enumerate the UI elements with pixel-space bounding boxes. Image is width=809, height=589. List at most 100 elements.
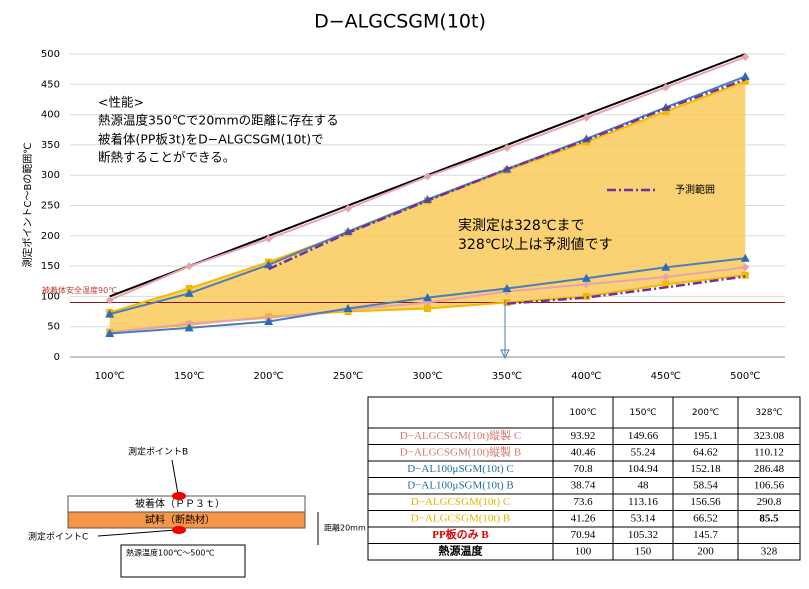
marker	[582, 113, 591, 122]
marker	[661, 273, 670, 282]
leader	[171, 459, 179, 495]
table-cell: 58.54	[693, 479, 718, 491]
table-cell: 104.94	[628, 463, 659, 475]
table-cell: 195.1	[693, 430, 718, 442]
marker	[184, 288, 194, 297]
marker	[661, 83, 670, 92]
point-b-label: 測定ポイントB	[128, 446, 188, 458]
annotation: 328℃以上は予測値です	[458, 237, 612, 253]
table-cell: 286.48	[754, 463, 785, 475]
table-cell: 113.16	[628, 496, 658, 508]
annotation: 被着体(PP板3t)をD−ALGCSGM(10t)で	[98, 132, 324, 147]
marker	[185, 284, 193, 292]
marker	[105, 329, 115, 338]
y-tick-label: 200	[41, 231, 60, 242]
table-header: 200℃	[692, 408, 719, 418]
table-frame	[367, 396, 801, 561]
marker	[264, 260, 274, 269]
table-cell: 66.52	[693, 512, 718, 524]
table-cell: 38.74	[571, 479, 596, 491]
marker	[184, 323, 194, 332]
annotation: 実測定は328℃まで	[458, 218, 584, 234]
marker	[741, 53, 750, 62]
table-cell: 70.94	[571, 529, 596, 541]
marker	[582, 292, 590, 300]
point-b	[172, 492, 186, 500]
annotation: 熱源温度350℃で20mmの距離に存在する	[98, 113, 339, 128]
table-cell: 48	[638, 479, 650, 491]
arrow-head	[500, 349, 510, 360]
leader	[97, 529, 177, 537]
plot: 0 50 100 150 200 250 300 350 400 450 500 100℃ 150℃ 20…	[41, 49, 785, 382]
y-tick-label: 50	[47, 322, 60, 333]
table-cell: 323.08	[754, 430, 785, 442]
y-tick-label: 250	[41, 201, 60, 212]
y-tick-label: 300	[41, 170, 60, 181]
marker	[105, 296, 114, 305]
chart-title: D−ALGCSGM(10t)	[314, 11, 486, 33]
marker	[741, 263, 750, 272]
x-tick-label: 200℃	[253, 371, 283, 382]
table-cell: 93.92	[571, 430, 596, 442]
marker	[185, 262, 194, 271]
marker	[502, 143, 511, 152]
x-tick-label: 300℃	[412, 371, 442, 382]
point-c	[172, 526, 186, 534]
y-tick-label: 0	[54, 352, 60, 363]
table: 100℃ 150℃ 200℃ 328℃ D−ALGCSGM(10t)縦製 C 93.92 1…	[367, 396, 801, 561]
table-cell: 100	[575, 545, 592, 557]
heat-source-box	[120, 544, 246, 578]
table-cell: 150	[635, 545, 652, 557]
marker	[343, 304, 353, 313]
table-cell: 149.66	[628, 430, 659, 442]
row-label: PP板のみ B	[432, 527, 489, 541]
marker	[105, 309, 115, 318]
annotation: 断熱することができる。	[98, 150, 235, 165]
table-cell: 145.7	[693, 529, 718, 541]
legend-label: 予測範囲	[675, 183, 715, 196]
marker	[423, 172, 432, 181]
row-label: D−ALGCSGM(10t)縦製 C	[400, 428, 521, 442]
sample-box	[67, 511, 306, 529]
table-cell: 41.26	[571, 512, 596, 524]
marker	[264, 234, 273, 243]
table-header: 100℃	[569, 408, 596, 418]
adherend-label: 被着体（ＰＰ３ｔ）	[135, 497, 225, 510]
x-tick-label: 400℃	[571, 371, 601, 382]
y-tick-label: 400	[41, 110, 60, 121]
table-cell: 152.18	[690, 463, 721, 475]
marker	[423, 293, 432, 302]
y-tick-label: 100	[41, 291, 60, 302]
annotation: <性能>	[98, 95, 144, 110]
table-cell: 328	[761, 545, 778, 557]
table-cell: 85.5	[759, 512, 779, 524]
table-cell: 200	[697, 545, 714, 557]
table-header: 328℃	[755, 408, 782, 418]
table-header: 150℃	[629, 408, 656, 418]
x-tick-label: 350℃	[492, 371, 522, 382]
point-c-label: 測定ポイントC	[28, 531, 88, 543]
table-cell: 70.8	[573, 463, 593, 475]
x-tick-label: 500℃	[730, 371, 760, 382]
marker	[740, 253, 750, 262]
row-label: 熱源温度	[439, 543, 484, 557]
table-cell: 290.8	[757, 496, 782, 508]
marker	[264, 317, 274, 326]
marker	[740, 71, 750, 80]
x-tick-label: 150℃	[174, 371, 204, 382]
table-cell: 64.62	[693, 446, 718, 458]
row-label: D−ALGCSGM(10t) B	[411, 512, 510, 524]
y-tick-label: 500	[41, 49, 60, 60]
row-label: D−ALGCSGM(10t) C	[411, 496, 510, 508]
marker	[582, 280, 591, 289]
annotations: <性能> 熱源温度350℃で20mmの距離に存在する 被着体(PP板3t)をD−…	[98, 95, 612, 254]
table-cell: 55.24	[631, 446, 656, 458]
distance-label: 距離20mm	[324, 523, 366, 533]
y-tick-label: 150	[41, 261, 60, 272]
x-tick-label: 250℃	[333, 371, 363, 382]
table-cell: 105.32	[628, 529, 658, 541]
table-cell: 156.56	[690, 496, 721, 508]
y-axis-label: 測定ポイントC〜Bの範囲℃	[21, 142, 34, 267]
marker	[581, 273, 591, 282]
